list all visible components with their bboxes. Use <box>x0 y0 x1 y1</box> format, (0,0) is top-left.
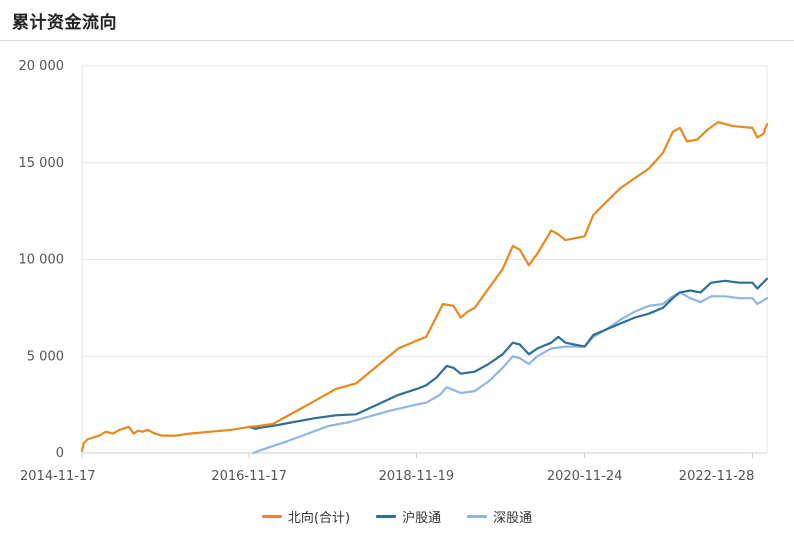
legend-item-shanghai-connect[interactable]: 沪股通 <box>376 506 441 526</box>
legend-swatch-shanghai-connect <box>376 514 397 518</box>
series-line-shenzhen-connect[interactable] <box>252 291 769 455</box>
legend-swatch-shenzhen-connect <box>467 514 488 518</box>
chart-title: 累计资金流向 <box>12 13 117 33</box>
ytick-label-4: 20 000 <box>19 59 65 74</box>
ytick-label-2: 10 000 <box>19 253 65 268</box>
legend-item-northbound[interactable]: 北向(合计) <box>261 506 351 526</box>
ytick-label-0: 0 <box>56 446 64 461</box>
xtick-label-4: 2022-11-28 <box>679 469 755 484</box>
chart-legend: 北向(合计) 沪股通 深股通 <box>0 506 794 526</box>
xtick-label-2: 2018-11-19 <box>379 469 455 484</box>
xtick-label-0: 2014-11-17 <box>20 469 96 484</box>
ytick-label-1: 5 000 <box>27 349 64 364</box>
legend-label-shanghai-connect: 沪股通 <box>402 510 442 526</box>
ytick-label-3: 15 000 <box>19 156 65 171</box>
series-line-northbound[interactable] <box>80 121 769 453</box>
legend-label-shenzhen-connect: 深股通 <box>493 510 533 526</box>
cumulative-flow-chart: 0 5 000 10 000 15 000 20 000 2014-11-17 2016-1… <box>19 59 769 484</box>
xtick-label-3: 2020-11-24 <box>547 469 623 484</box>
legend-label-northbound: 北向(合计) <box>287 510 351 526</box>
legend-item-shenzhen-connect[interactable]: 深股通 <box>467 506 532 526</box>
chart-header: 累计资金流向 <box>0 0 794 41</box>
legend-swatch-northbound <box>261 514 282 518</box>
series-line-shanghai-connect[interactable] <box>248 277 769 430</box>
xtick-label-1: 2016-11-17 <box>211 469 287 484</box>
